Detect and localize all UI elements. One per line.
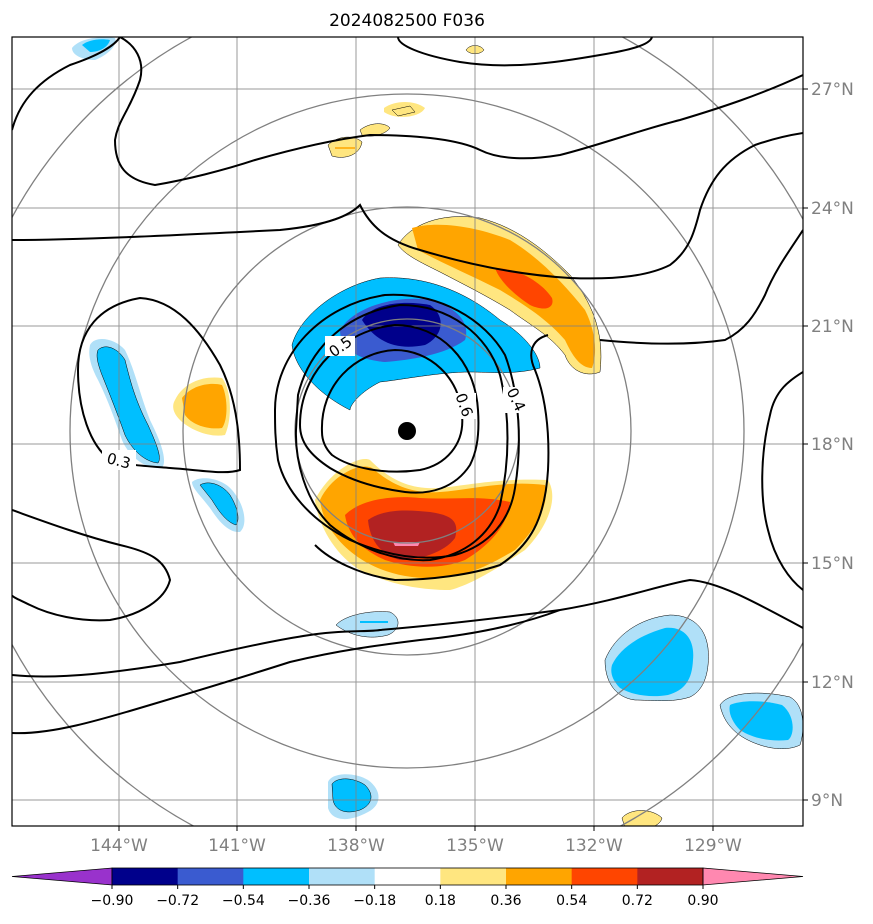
colorbar-label: 0.54	[556, 893, 587, 909]
axis-ticks	[118, 88, 808, 831]
lat-label: 9°N	[811, 791, 843, 811]
contour-lines	[12, 37, 803, 735]
colorbar-label: 0.72	[622, 893, 653, 909]
lon-label: 132°W	[565, 836, 623, 856]
contour-label-0-3: 0.3	[105, 449, 133, 473]
lat-label: 12°N	[811, 673, 854, 693]
colorbar-segment	[374, 868, 441, 885]
lat-label: 27°N	[811, 80, 854, 100]
colorbar-segment	[177, 868, 244, 885]
lon-label: 144°W	[90, 836, 148, 856]
colorbar-segment	[637, 868, 704, 885]
contour-label-group: 0.5 0.6 0.4 0.3	[102, 333, 529, 473]
lat-label: 21°N	[811, 317, 854, 337]
colorbar-label: −0.54	[222, 893, 265, 909]
colorbar-segment	[506, 868, 573, 885]
lon-label: 138°W	[327, 836, 385, 856]
colorbar-segment	[440, 868, 507, 885]
colorbar-label: −0.36	[288, 893, 331, 909]
lat-label: 18°N	[811, 435, 854, 455]
figure-title: 2024082500 F036	[329, 11, 485, 31]
lat-label: 15°N	[811, 554, 854, 574]
colorbar-segment	[571, 868, 638, 885]
lat-label: 24°N	[811, 199, 854, 219]
colorbar-segment	[309, 868, 376, 885]
map-area: 0.5 0.6 0.4 0.3	[12, 37, 803, 826]
colorbar-label: 0.18	[425, 893, 456, 909]
colorbar-label: −0.90	[91, 893, 134, 909]
colorbar-segment	[243, 868, 310, 885]
colorbar-extend-low	[11, 867, 113, 886]
graticule	[12, 37, 803, 826]
map-frame	[11, 36, 804, 827]
colorbar-frame	[111, 867, 704, 886]
lon-label: 135°W	[446, 836, 504, 856]
lon-label: 141°W	[208, 836, 266, 856]
colorbar-label: −0.72	[156, 893, 199, 909]
colorbar: −0.90 −0.72 −0.54 −0.36 −0.18 0.18 0.36 0.54 0.7…	[11, 867, 804, 909]
lon-label: 129°W	[684, 836, 742, 856]
storm-center-marker	[398, 422, 416, 440]
colorbar-segment	[112, 868, 179, 885]
colorbar-label: 0.36	[490, 893, 521, 909]
colorbar-label: −0.18	[353, 893, 396, 909]
colorbar-label: 0.90	[687, 893, 718, 909]
colorbar-extend-high	[702, 867, 804, 886]
latitude-labels: 27°N 24°N 21°N 18°N 15°N 12°N 9°N	[811, 80, 854, 811]
longitude-labels: 144°W 141°W 138°W 135°W 132°W 129°W	[90, 836, 742, 856]
